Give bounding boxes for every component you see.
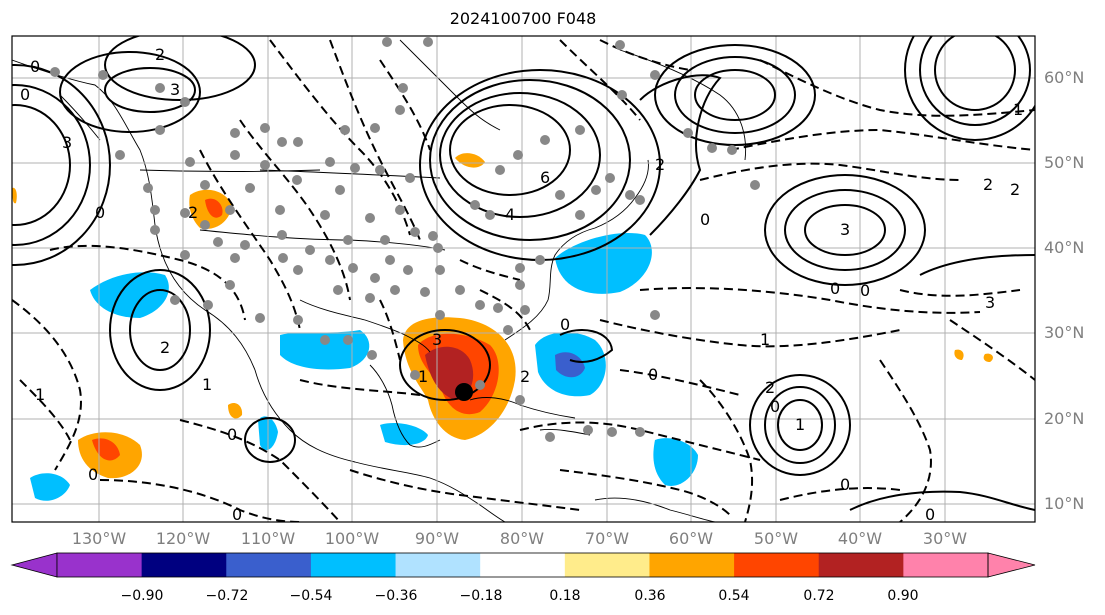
- lon-label: 30°W: [922, 529, 968, 548]
- lat-label: 10°N: [1044, 494, 1085, 513]
- colorbar-segment: [141, 553, 227, 577]
- contour-label: 2: [655, 155, 665, 174]
- lat-label: 60°N: [1044, 68, 1085, 87]
- lon-label: 110°W: [240, 529, 296, 548]
- colorbar-tick-label: −0.54: [289, 588, 333, 604]
- colorbar-segment: [226, 553, 312, 577]
- contour-label: 2: [520, 367, 530, 386]
- colorbar-outline: [56, 552, 989, 578]
- lon-label: 130°W: [71, 529, 127, 548]
- colorbar-segment: [480, 553, 566, 577]
- lon-label: 60°W: [668, 529, 714, 548]
- lon-label: 80°W: [499, 529, 545, 548]
- contour-label: 3: [985, 293, 995, 312]
- contour-label: 0: [30, 57, 40, 76]
- colorbar-tick-label: 0.18: [549, 588, 581, 604]
- contour-label: 2: [188, 203, 198, 222]
- contour-label: 0: [227, 425, 237, 444]
- contour-label: 1: [202, 375, 212, 394]
- contour-label: 0: [20, 85, 30, 104]
- colorbar-segment: [903, 553, 989, 577]
- lat-label: 30°N: [1044, 323, 1085, 342]
- contour-label: 1: [418, 367, 428, 386]
- contour-label: 0: [648, 365, 658, 384]
- lon-label: 90°W: [414, 529, 460, 548]
- contour-label: 0: [840, 475, 850, 494]
- colorbar-tick-label: −0.90: [120, 588, 164, 604]
- colorbar-tick-label: −0.36: [374, 588, 418, 604]
- contour-label: 3: [432, 330, 442, 349]
- contour-label: 1: [795, 415, 805, 434]
- contour-label: 3: [170, 80, 180, 99]
- colorbar-tick-label: −0.72: [205, 588, 249, 604]
- storm-center-marker: [455, 383, 473, 401]
- contour-label: 2: [983, 175, 993, 194]
- colorbar-extend-min: [10, 552, 58, 578]
- contour-label: 1: [760, 330, 770, 349]
- contour-label: 0: [830, 279, 840, 298]
- contour-label: 3: [840, 220, 850, 239]
- contour-label: 0: [560, 315, 570, 334]
- colorbar-segment: [310, 553, 397, 577]
- colorbar-tick-label: 0.90: [887, 588, 919, 604]
- colorbar-tick-label: 0.36: [634, 588, 666, 604]
- contour-label: 0: [232, 505, 242, 524]
- colorbar-segment: [818, 553, 904, 577]
- lat-label: 50°N: [1044, 153, 1085, 172]
- lat-label: 40°N: [1044, 238, 1085, 257]
- colorbar-segment: [649, 553, 735, 577]
- lat-label: 20°N: [1044, 409, 1085, 428]
- contour-label: 0: [770, 397, 780, 416]
- contours-negative: [12, 39, 1035, 522]
- contour-label: 2: [1010, 180, 1020, 199]
- contour-label: 3: [62, 133, 72, 152]
- coastlines: [12, 39, 747, 522]
- contour-label: 0: [860, 281, 870, 300]
- contour-label: 0: [95, 203, 105, 222]
- anomaly-fill-misc: [12, 153, 993, 501]
- colorbar-extend-max: [987, 552, 1036, 578]
- contour-label-layer: 0 2 3 0 1 2 1 2 0 1 2 3 6 4 2 0 1 3 2 0 …: [20, 45, 1023, 524]
- contour-label: 2: [155, 45, 165, 64]
- map-frame: [11, 35, 1036, 523]
- colorbar-tick-label: −0.18: [459, 588, 503, 604]
- lon-label: 100°W: [324, 529, 380, 548]
- map-title: 2024100700 F048: [449, 9, 597, 28]
- lon-label: 70°W: [584, 529, 630, 548]
- station-dots: [50, 37, 760, 442]
- lon-label: 120°W: [155, 529, 211, 548]
- lon-label: 50°W: [753, 529, 799, 548]
- colorbar-segment: [395, 553, 481, 577]
- contour-label: 1: [35, 385, 45, 404]
- contour-label: 6: [540, 168, 550, 187]
- contour-label: 4: [505, 205, 515, 224]
- colorbar-tick-label: 0.54: [718, 588, 750, 604]
- contour-label: 0: [700, 210, 710, 229]
- colorbar-tick-label: 0.72: [803, 588, 835, 604]
- contour-label: 1: [1013, 100, 1023, 119]
- colorbar-segment: [734, 553, 820, 577]
- contour-label: 0: [925, 505, 935, 524]
- contour-label: 0: [88, 465, 98, 484]
- lon-label: 40°W: [837, 529, 883, 548]
- colorbar-segment: [564, 553, 650, 577]
- contour-label: 2: [765, 378, 775, 397]
- colorbar: [10, 552, 1036, 578]
- contour-label: 2: [160, 338, 170, 357]
- contours-positive: [12, 36, 1035, 511]
- colorbar-segment: [57, 553, 143, 577]
